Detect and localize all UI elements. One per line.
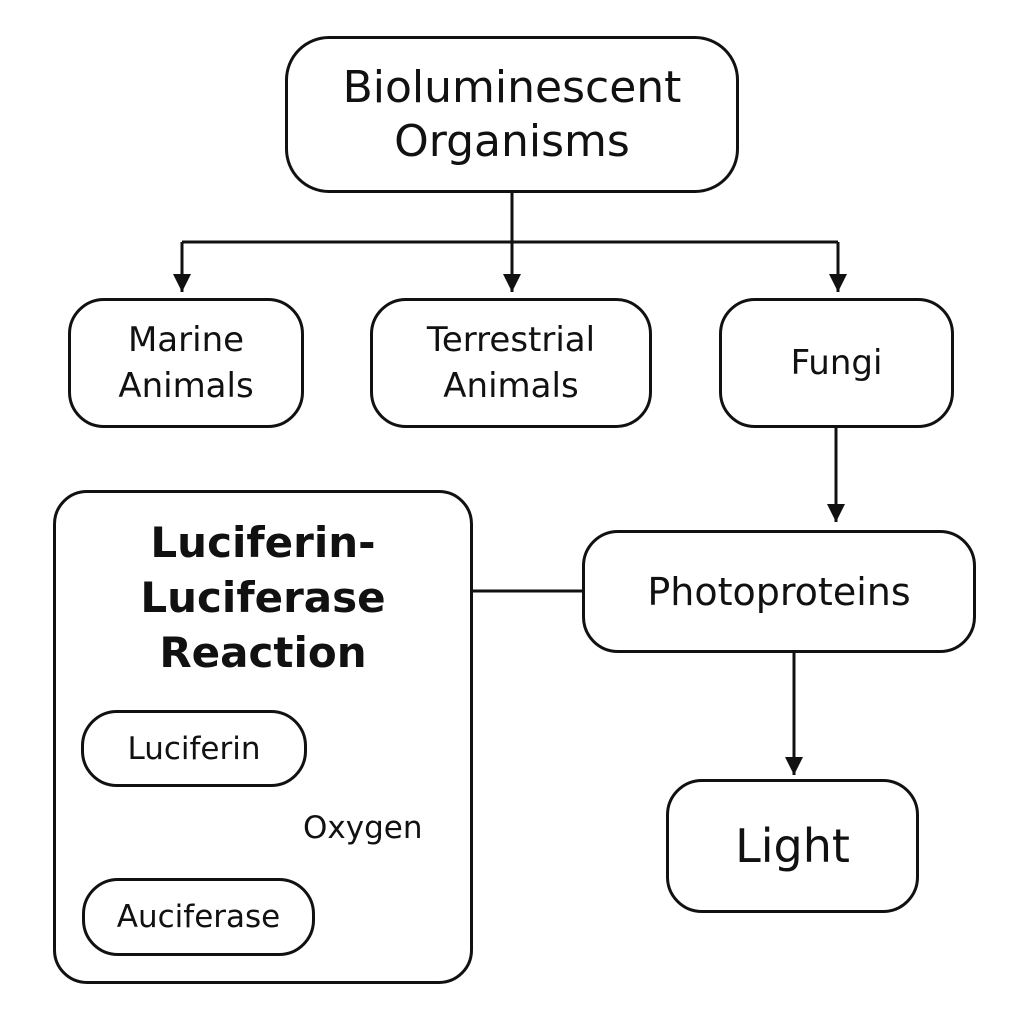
root-node: Bioluminescent Organisms xyxy=(285,36,739,193)
luciferin-node: Luciferin xyxy=(81,710,307,787)
marine-animals-label: Marine Animals xyxy=(118,320,254,406)
fungi-label: Fungi xyxy=(790,343,883,383)
terrestrial-animals-node: Terrestrial Animals xyxy=(370,298,652,428)
fungi-node: Fungi xyxy=(719,298,954,428)
auciferase-label: Auciferase xyxy=(116,899,281,935)
terrestrial-animals-label: Terrestrial Animals xyxy=(426,320,596,406)
root-label: Bioluminescent Organisms xyxy=(342,61,682,167)
luciferin-label: Luciferin xyxy=(127,730,261,767)
photoproteins-node: Photoproteins xyxy=(582,530,976,653)
light-node: Light xyxy=(666,779,919,913)
photoproteins-label: Photoproteins xyxy=(647,569,911,614)
oxygen-label: Oxygen xyxy=(303,810,423,846)
light-label: Light xyxy=(735,819,850,873)
marine-animals-node: Marine Animals xyxy=(68,298,304,428)
auciferase-node: Auciferase xyxy=(82,878,315,956)
reaction-panel-title: Luciferin- Luciferase Reaction xyxy=(140,518,386,677)
